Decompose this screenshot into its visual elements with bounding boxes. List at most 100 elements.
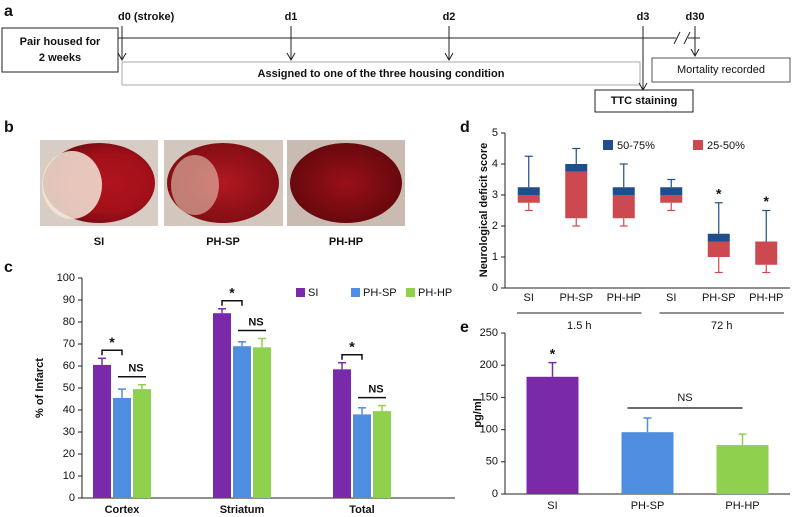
y-axis-label: Neurological deficit score <box>478 143 490 277</box>
x-tick-label: Total <box>349 504 374 516</box>
y-tick-label: 40 <box>63 404 75 416</box>
sig-bracket <box>221 300 243 306</box>
ttc-box <box>594 89 694 113</box>
panel-label: a <box>4 3 13 20</box>
image-label: PH-HP <box>329 236 363 248</box>
bar <box>716 445 769 494</box>
axis-break <box>683 31 691 45</box>
panel-label: b <box>4 119 14 136</box>
mortality-box <box>651 57 791 83</box>
x-tick-label: Striatum <box>220 504 265 516</box>
arrow-head <box>444 52 454 62</box>
y-tick-label: 0 <box>492 282 498 294</box>
day-markers: d0 (stroke) d1 d2 d3 d30 <box>117 11 704 92</box>
start-box <box>1 27 119 73</box>
bar <box>133 389 151 498</box>
day-label: d2 <box>443 11 456 23</box>
box-lower <box>565 171 588 219</box>
ns-label: NS <box>248 316 263 328</box>
y-axis-label: pg/ml <box>472 398 484 427</box>
sig-bracket <box>341 353 363 360</box>
x-tick-label: SI <box>666 292 676 304</box>
legend-swatch <box>603 140 613 150</box>
bar <box>373 411 391 498</box>
housing-box <box>121 61 641 86</box>
y-tick-label: 250 <box>480 327 498 339</box>
housing-text: Assigned to one of the three housing con… <box>258 68 505 80</box>
bar <box>213 313 231 498</box>
day-label: d0 (stroke) <box>118 11 175 23</box>
y-tick-label: 5 <box>492 127 498 139</box>
y-tick-label: 2 <box>492 220 498 232</box>
y-tick-label: 1 <box>492 251 498 263</box>
sig-bracket <box>101 349 123 356</box>
sig-star: * <box>229 285 235 301</box>
sig-star: * <box>764 193 770 209</box>
group-label: 72 h <box>711 320 732 332</box>
y-tick-label: 10 <box>63 470 75 482</box>
x-tick-label: PH-HP <box>607 292 641 304</box>
ttc-text: TTC staining <box>611 95 678 107</box>
y-tick-label: 0 <box>492 488 498 500</box>
y-tick-label: 0 <box>69 492 75 504</box>
legend-label: PH-HP <box>418 287 452 299</box>
x-tick-label: PH-SP <box>559 292 593 304</box>
y-tick-label: 150 <box>480 391 498 403</box>
y-tick-label: 4 <box>492 158 498 170</box>
arrow-head <box>638 82 648 92</box>
infarct <box>171 155 219 215</box>
arrow-head <box>286 52 296 62</box>
bar <box>233 346 251 498</box>
x-tick-label: PH-SP <box>631 500 665 512</box>
ns-label: NS <box>128 363 143 375</box>
box-lower <box>755 241 778 265</box>
legend-swatch <box>296 288 305 297</box>
box-upper <box>707 233 730 242</box>
box-upper <box>517 187 540 195</box>
image-label: SI <box>94 236 104 248</box>
box-lower <box>660 195 683 203</box>
y-tick-label: 50 <box>486 456 498 468</box>
arrow-head <box>117 52 127 62</box>
legend-swatch <box>693 140 703 150</box>
brain-images: b SI PH-SP PH-HP <box>4 119 405 248</box>
axis-break <box>673 31 681 45</box>
x-tick-label: SI <box>547 500 557 512</box>
y-tick-label: 100 <box>57 272 75 284</box>
legend-swatch <box>406 288 415 297</box>
box-upper <box>565 164 588 172</box>
panel-label: c <box>4 259 13 276</box>
sig-star: * <box>349 338 355 354</box>
y-tick-label: 200 <box>480 359 498 371</box>
y-tick-label: 50 <box>63 382 75 394</box>
box-lower <box>612 195 635 219</box>
y-tick-label: 60 <box>63 360 75 372</box>
group-label: 1.5 h <box>567 320 591 332</box>
legend-label: 50-75% <box>617 140 655 152</box>
y-tick-label: 70 <box>63 338 75 350</box>
bar <box>353 414 371 498</box>
y-tick-label: 100 <box>480 424 498 436</box>
bar <box>621 432 674 494</box>
image-labels: SI PH-SP PH-HP <box>94 236 363 248</box>
y-tick-label: 80 <box>63 316 75 328</box>
bar <box>113 397 131 498</box>
bar <box>93 364 111 498</box>
day-label: d3 <box>637 11 650 23</box>
mortality-text: Mortality recorded <box>677 64 765 76</box>
legend-label: PH-SP <box>363 287 397 299</box>
y-axis-label: % of Infarct <box>34 358 46 418</box>
y-tick-label: 20 <box>63 448 75 460</box>
ns-label: NS <box>368 384 383 396</box>
image-label: PH-SP <box>206 236 240 248</box>
box-upper <box>612 187 635 195</box>
timeline: a Pair housed for 2 weeks Assigned to on… <box>1 3 791 113</box>
x-tick-label: SI <box>524 292 534 304</box>
panel-label: d <box>460 119 470 136</box>
arrow-head <box>690 48 700 58</box>
x-tick-label: PH-SP <box>702 292 736 304</box>
box-lower <box>517 195 540 203</box>
brain-slice <box>290 143 402 223</box>
infarct <box>42 151 102 219</box>
